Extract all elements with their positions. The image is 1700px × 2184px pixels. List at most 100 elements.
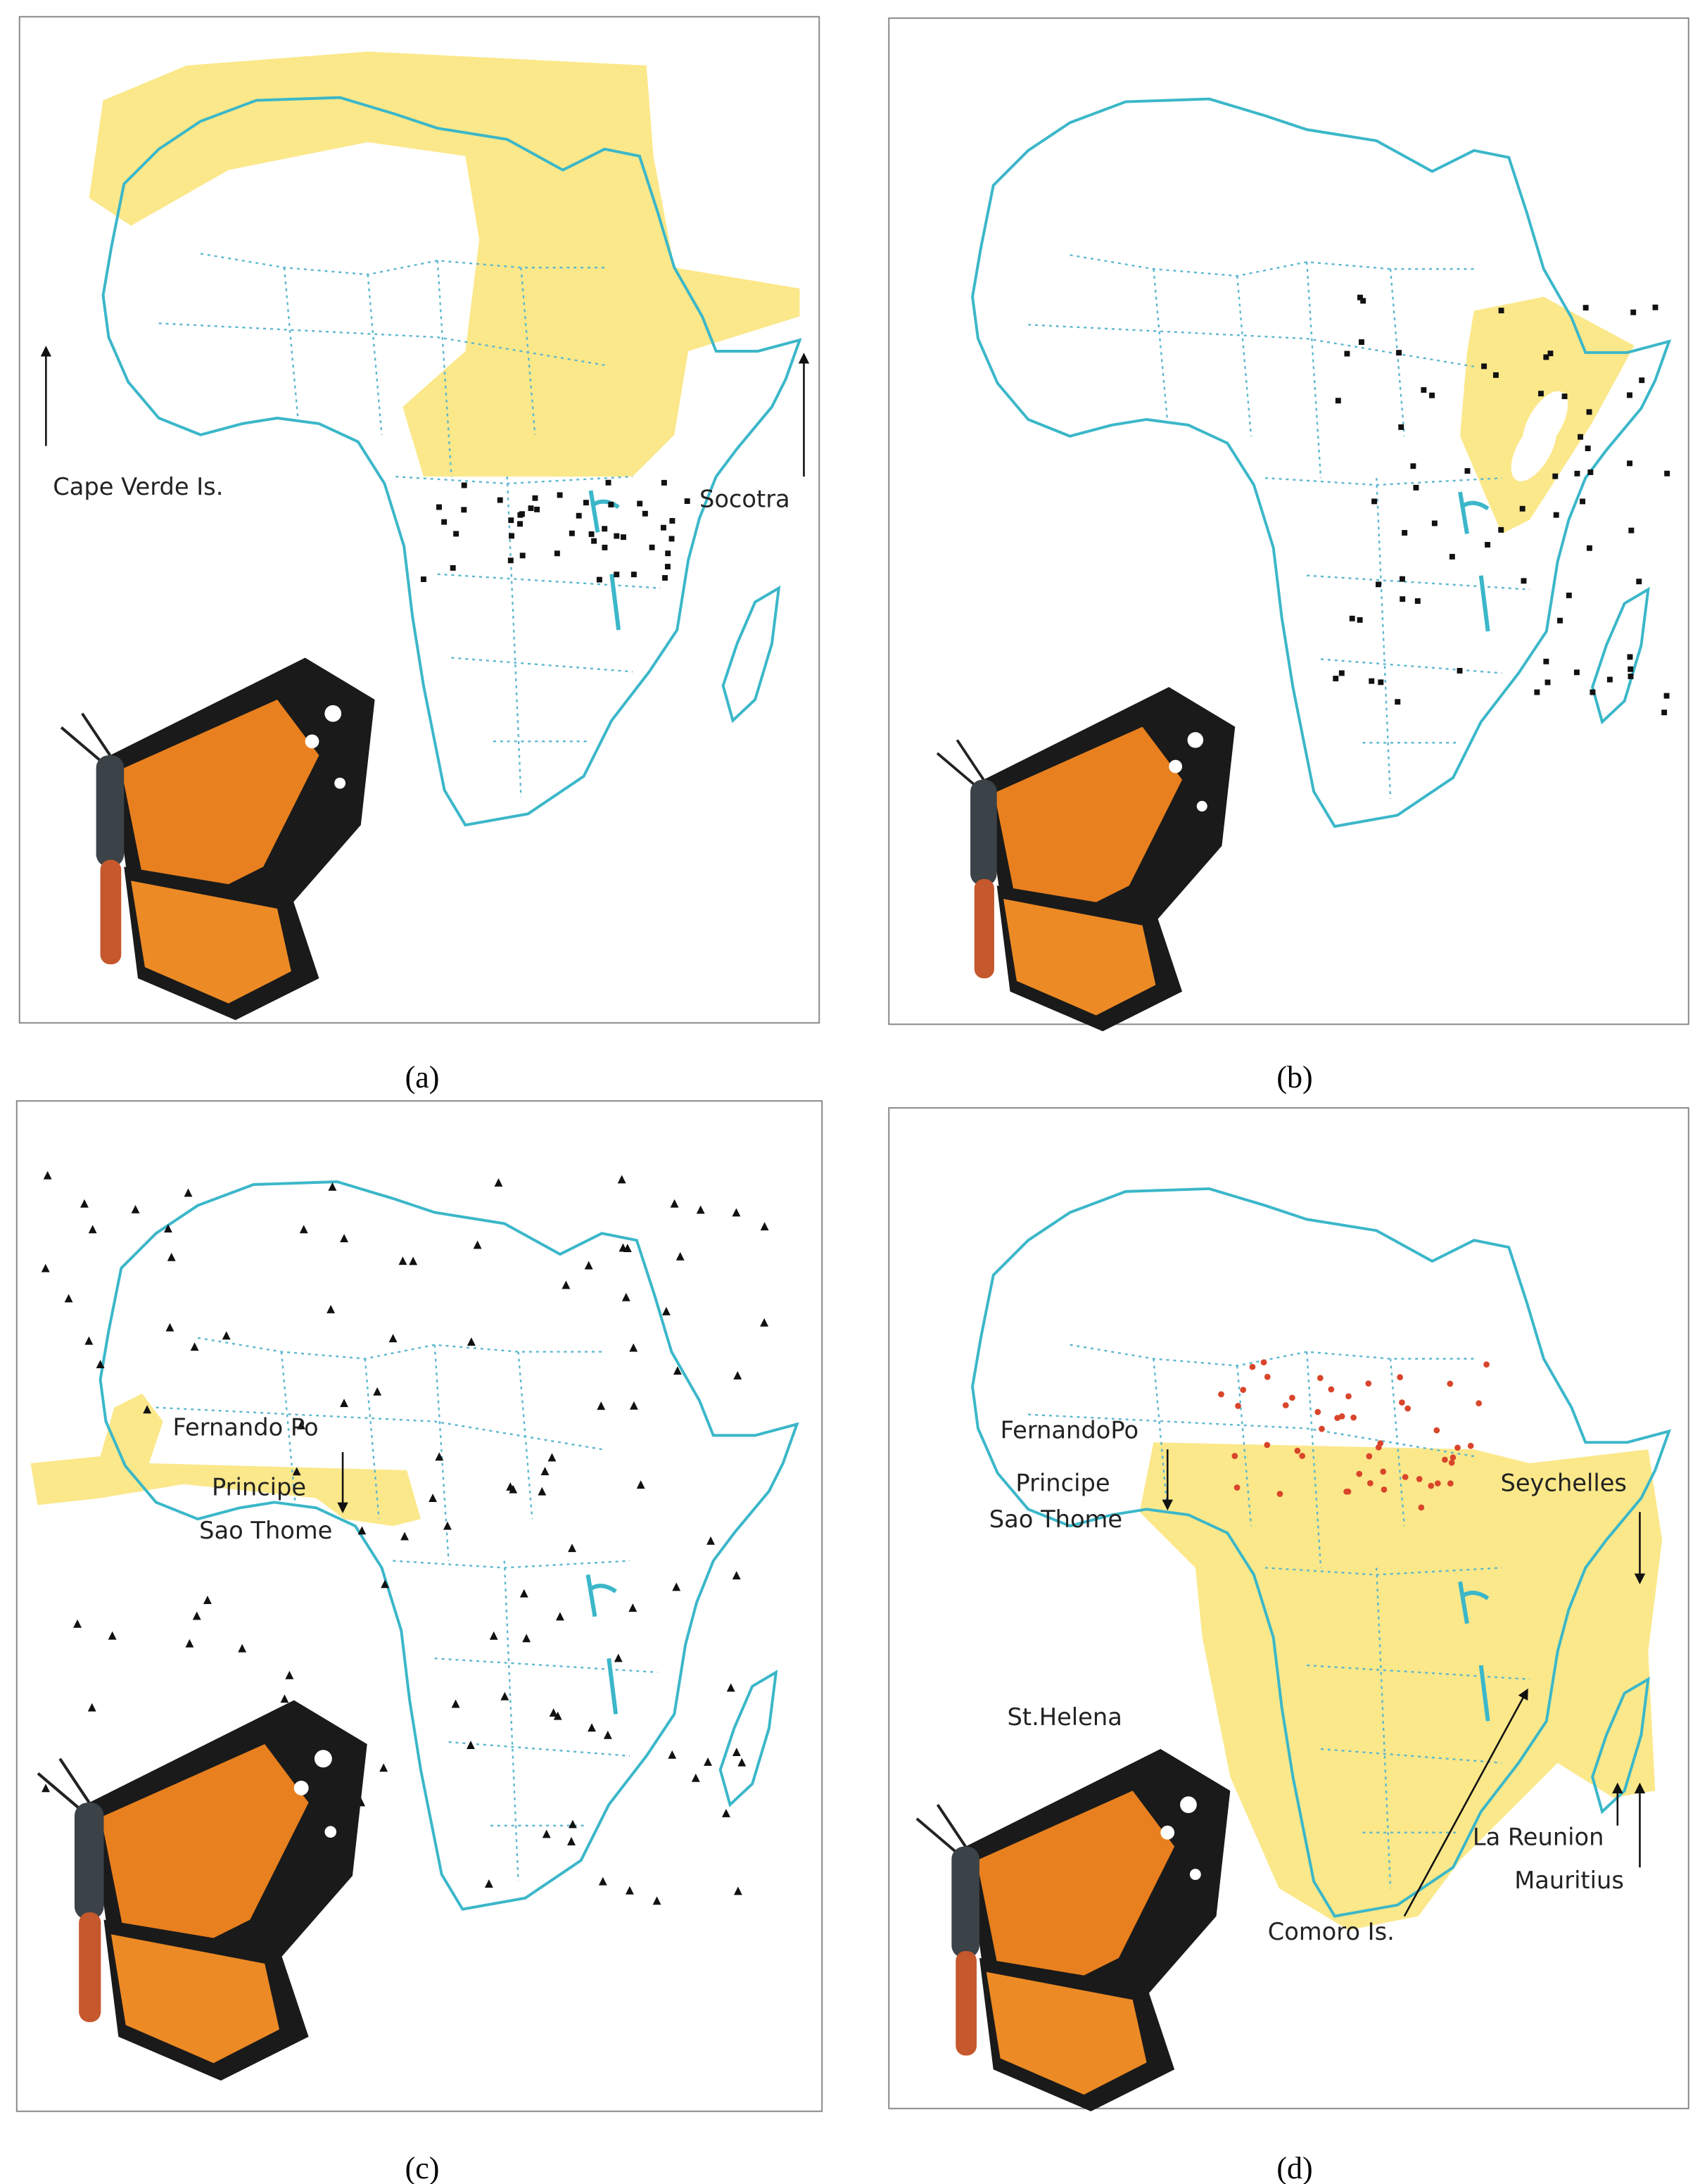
record-point [1447, 1480, 1454, 1487]
record-point [732, 1208, 741, 1217]
record-point [597, 1401, 606, 1410]
record-point [165, 1323, 175, 1332]
record-point [662, 575, 668, 581]
record-point [87, 1703, 96, 1712]
record-point [1519, 505, 1525, 512]
record-point [614, 533, 620, 539]
record-point [340, 1399, 348, 1408]
record-point [1557, 617, 1563, 624]
record-point [569, 530, 575, 536]
record-point [540, 1467, 550, 1475]
record-point [1492, 372, 1499, 378]
record-point [420, 576, 426, 582]
record-point [494, 1178, 503, 1187]
record-point [484, 1879, 493, 1888]
record-point [661, 479, 667, 486]
record-point [1356, 1470, 1363, 1477]
record-point [1369, 678, 1375, 684]
record-point [1543, 354, 1549, 360]
record-point [42, 1784, 50, 1793]
record-point [222, 1331, 231, 1340]
record-point [326, 1305, 336, 1313]
place-label: Seychelles [1500, 1470, 1626, 1497]
record-point [673, 1366, 682, 1375]
record-point [1464, 468, 1471, 474]
record-point [340, 1234, 349, 1242]
record-point [1260, 1359, 1267, 1365]
record-point [625, 1886, 634, 1895]
record-point [1590, 689, 1596, 695]
record-point [733, 1370, 742, 1380]
record-point [88, 1225, 97, 1234]
record-point [629, 1343, 638, 1352]
record-point [1282, 1402, 1289, 1408]
record-point [519, 1589, 528, 1598]
record-point [547, 1453, 557, 1462]
record-point [184, 1188, 193, 1197]
record-point [522, 1634, 531, 1643]
record-point [1585, 446, 1591, 451]
record-point [508, 517, 514, 524]
record-point [1333, 676, 1339, 682]
place-label: Principe [1015, 1470, 1110, 1497]
record-point [1544, 679, 1551, 686]
record-point [603, 1730, 612, 1739]
place-label: Comoro Is. [1268, 1918, 1395, 1945]
record-point [1628, 673, 1634, 679]
record-point [1398, 424, 1404, 430]
record-point [1366, 1479, 1374, 1486]
record-point [1335, 398, 1341, 404]
record-point [507, 557, 514, 564]
record-point [1264, 1373, 1271, 1380]
record-point [665, 550, 671, 557]
record-point [704, 1757, 712, 1766]
record-point [473, 1240, 482, 1249]
record-point [1396, 350, 1402, 356]
record-point [642, 510, 648, 517]
place-label: Sao Thome [199, 1517, 332, 1544]
record-point [554, 550, 560, 557]
record-point [760, 1222, 769, 1231]
record-point [1249, 1363, 1256, 1370]
record-point [1627, 460, 1633, 467]
record-point [614, 1653, 623, 1662]
record-point [557, 492, 563, 498]
record-point [614, 572, 620, 578]
record-point [435, 1452, 444, 1461]
record-point [1630, 309, 1637, 315]
record-point [451, 1699, 460, 1708]
record-point [185, 1639, 194, 1648]
record-point [1457, 667, 1463, 674]
record-point [591, 538, 597, 544]
record-point [562, 1280, 571, 1289]
record-point [1433, 1427, 1440, 1434]
place-label: Cape Verde Is. [53, 473, 223, 500]
place-label: FernandoPo [1001, 1416, 1138, 1444]
record-point [299, 1225, 308, 1234]
record-point [1652, 304, 1658, 310]
place-label: Socotra [699, 486, 790, 513]
record-point [1397, 1374, 1404, 1381]
record-point [1375, 1444, 1382, 1451]
record-point [1314, 1408, 1321, 1415]
record-point [696, 1205, 705, 1214]
record-point [660, 524, 666, 531]
record-point [584, 1261, 593, 1270]
record-point [1404, 1405, 1411, 1412]
record-point [1350, 1414, 1357, 1421]
record-point [553, 1711, 562, 1720]
record-point [1357, 617, 1363, 623]
record-point [1218, 1391, 1224, 1398]
record-point [1561, 393, 1568, 400]
record-point [691, 1773, 700, 1782]
record-point [517, 512, 524, 518]
record-point [467, 1337, 476, 1346]
record-point [1534, 689, 1540, 695]
record-point [672, 1582, 681, 1591]
record-point [1606, 676, 1613, 683]
record-point [1434, 1480, 1441, 1486]
record-point [568, 1819, 577, 1829]
record-point [1264, 1441, 1271, 1448]
record-point [143, 1405, 152, 1414]
range-area [1460, 296, 1635, 534]
